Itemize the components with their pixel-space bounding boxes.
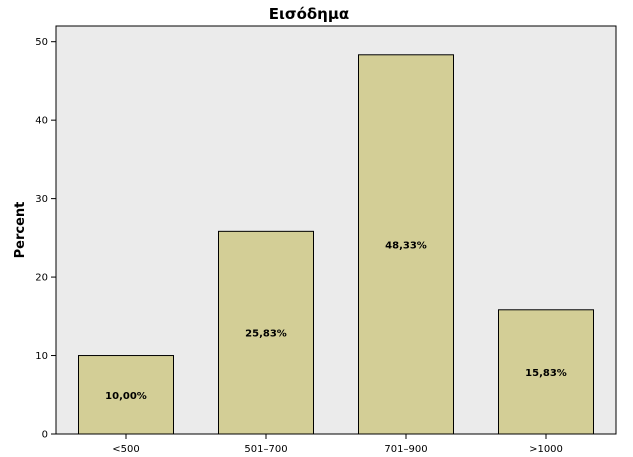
y-tick-label: 30 [35,194,48,205]
bars [78,54,594,435]
x-tick-label: 501–700 [244,444,287,455]
y-axis-label: Percent [13,202,28,259]
chart-title: Εισόδημα [269,5,349,23]
bar-value-label: 48,33% [385,240,427,251]
y-tick-label: 50 [35,37,48,48]
bar-value-label: 15,83% [525,368,567,379]
x-tick-label: >1000 [529,444,563,455]
bar-value-label: 25,83% [245,329,287,340]
bar [358,54,454,435]
bar [498,309,594,435]
y-tick-label: 20 [35,273,48,284]
x-tick-label: <500 [112,444,139,455]
x-axis: <500 501–700 701–900 >1000 [112,434,563,455]
y-tick-label: 10 [35,351,48,362]
y-tick-label: 40 [35,116,48,127]
bar [78,355,174,435]
y-axis: 0 10 20 30 40 50 [35,37,56,441]
data-labels: 10,00% 25,83% 48,33% 15,83% [105,240,567,401]
y-tick-label: 0 [42,430,48,441]
bar [218,230,314,435]
x-tick-label: 701–900 [384,444,427,455]
bar-value-label: 10,00% [105,391,147,402]
